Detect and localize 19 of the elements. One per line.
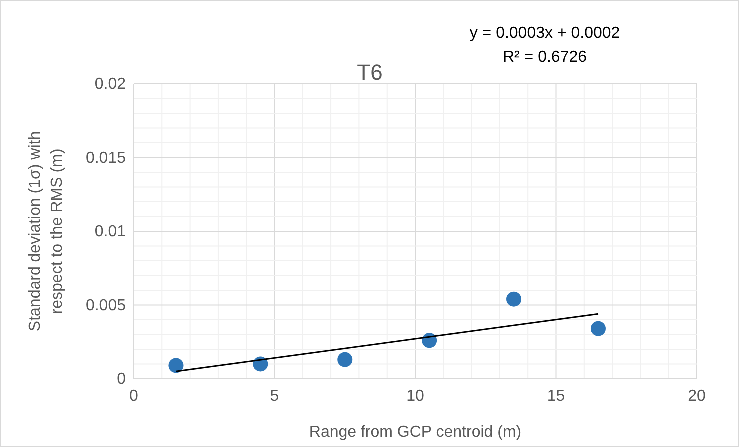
point xyxy=(168,358,184,374)
x-tick-label: 20 xyxy=(688,388,706,405)
point xyxy=(338,352,353,368)
x-axis-title: Range from GCP centroid (m) xyxy=(309,424,522,441)
text: y = 0.0003x + 0.0002 xyxy=(470,25,620,42)
x-tick-label: 10 xyxy=(406,388,424,405)
text: R² = 0.6726 xyxy=(502,49,588,66)
x-tick-label: 5 xyxy=(270,388,280,405)
point xyxy=(590,321,606,336)
x-tick-label: 15 xyxy=(547,388,566,405)
point xyxy=(506,292,522,307)
y-axis-title: Standard deviation (1σ) with respect to the RMS (m) xyxy=(27,131,66,332)
x-tick-label: 0 xyxy=(130,388,139,405)
y-tick-label: 0.01 xyxy=(94,224,126,240)
y-tick-label: 0.015 xyxy=(86,150,126,167)
y-tick-label: 0.005 xyxy=(86,297,126,314)
chart-title: T6 xyxy=(357,60,383,85)
y-tick-label: 0 xyxy=(117,371,126,388)
y-tick-label: 0.02 xyxy=(94,76,126,93)
